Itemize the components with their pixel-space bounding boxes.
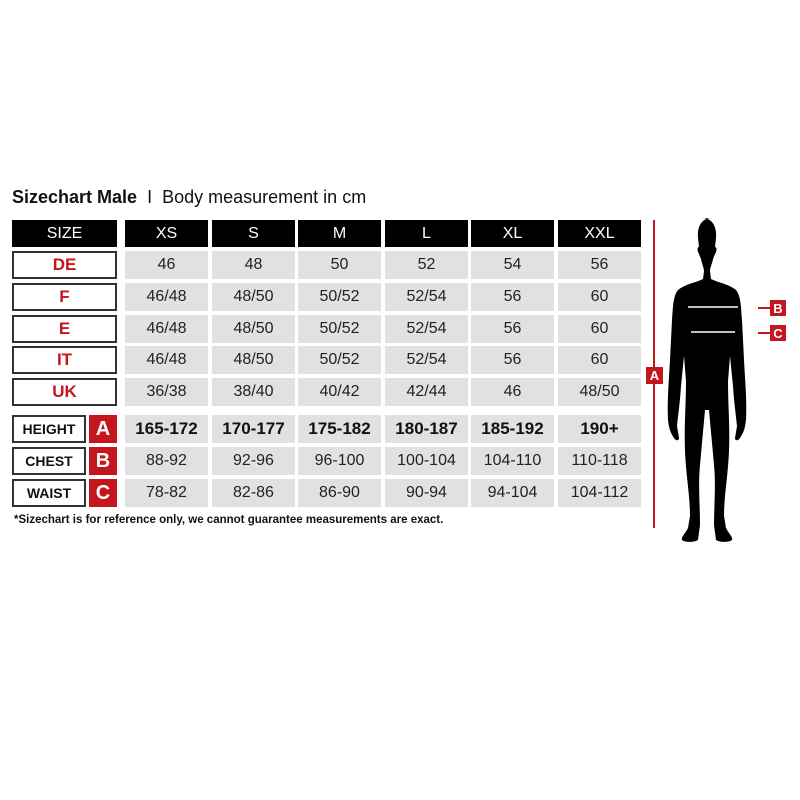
size-column-header: M [298, 220, 381, 247]
table-cell: 40/42 [298, 378, 381, 406]
table-cell: 56 [471, 283, 554, 311]
measurement-row-label: WAIST [12, 479, 86, 507]
table-cell: 46 [125, 251, 208, 279]
conversion-row-label: F [12, 283, 117, 311]
table-cell: 82-86 [212, 479, 295, 507]
waist-marker: C [770, 325, 786, 341]
measurement-marker: C [89, 479, 117, 507]
height-marker: A [646, 367, 663, 384]
table-cell: 56 [471, 346, 554, 374]
table-cell: 56 [471, 315, 554, 343]
size-column-header: XL [471, 220, 554, 247]
conversion-row-label: E [12, 315, 117, 343]
table-cell: 36/38 [125, 378, 208, 406]
table-cell: 50/52 [298, 346, 381, 374]
table-cell: 90-94 [385, 479, 468, 507]
male-silhouette [667, 218, 747, 542]
size-column-header: L [385, 220, 468, 247]
table-cell: 88-92 [125, 447, 208, 475]
table-cell: 110-118 [558, 447, 641, 475]
table-cell: 52/54 [385, 315, 468, 343]
table-cell: 56 [558, 251, 641, 279]
measurement-row-label: HEIGHT [12, 415, 86, 443]
table-cell: 190+ [558, 415, 641, 443]
table-cell: 46/48 [125, 346, 208, 374]
title-bold: Sizechart Male [12, 187, 138, 207]
table-cell: 60 [558, 346, 641, 374]
conversion-row-label: DE [12, 251, 117, 279]
table-cell: 50 [298, 251, 381, 279]
table-cell: 104-110 [471, 447, 554, 475]
table-cell: 78-82 [125, 479, 208, 507]
conversion-row-label: UK [12, 378, 117, 406]
table-cell: 86-90 [298, 479, 381, 507]
size-column-header: XXL [558, 220, 641, 247]
table-cell: 48/50 [212, 346, 295, 374]
measurement-row-label: CHEST [12, 447, 86, 475]
table-cell: 48/50 [212, 315, 295, 343]
table-cell: 50/52 [298, 283, 381, 311]
table-cell: 46 [471, 378, 554, 406]
disclaimer-note: *Sizechart is for reference only, we can… [14, 514, 444, 526]
size-column-header: S [212, 220, 295, 247]
table-cell: 48/50 [558, 378, 641, 406]
table-cell: 54 [471, 251, 554, 279]
table-cell: 60 [558, 283, 641, 311]
table-cell: 48/50 [212, 283, 295, 311]
table-cell: 100-104 [385, 447, 468, 475]
table-cell: 165-172 [125, 415, 208, 443]
table-cell: 50/52 [298, 315, 381, 343]
conversion-row-label: IT [12, 346, 117, 374]
table-cell: 185-192 [471, 415, 554, 443]
table-cell: 175-182 [298, 415, 381, 443]
table-cell: 52/54 [385, 346, 468, 374]
page-title: Sizechart Male I Body measurement in cm [12, 187, 366, 208]
size-column-header: XS [125, 220, 208, 247]
table-cell: 92-96 [212, 447, 295, 475]
table-cell: 46/48 [125, 315, 208, 343]
table-cell: 42/44 [385, 378, 468, 406]
title-separator: I [147, 187, 153, 207]
table-cell: 94-104 [471, 479, 554, 507]
table-cell: 60 [558, 315, 641, 343]
table-cell: 170-177 [212, 415, 295, 443]
table-cell: 46/48 [125, 283, 208, 311]
table-cell: 180-187 [385, 415, 468, 443]
measurement-marker: B [89, 447, 117, 475]
chest-marker: B [770, 300, 786, 316]
table-cell: 52/54 [385, 283, 468, 311]
table-cell: 96-100 [298, 447, 381, 475]
measurement-marker: A [89, 415, 117, 443]
size-header: SIZE [12, 220, 117, 247]
table-cell: 38/40 [212, 378, 295, 406]
table-cell: 48 [212, 251, 295, 279]
table-cell: 104-112 [558, 479, 641, 507]
title-subtitle: Body measurement in cm [162, 187, 367, 207]
table-cell: 52 [385, 251, 468, 279]
